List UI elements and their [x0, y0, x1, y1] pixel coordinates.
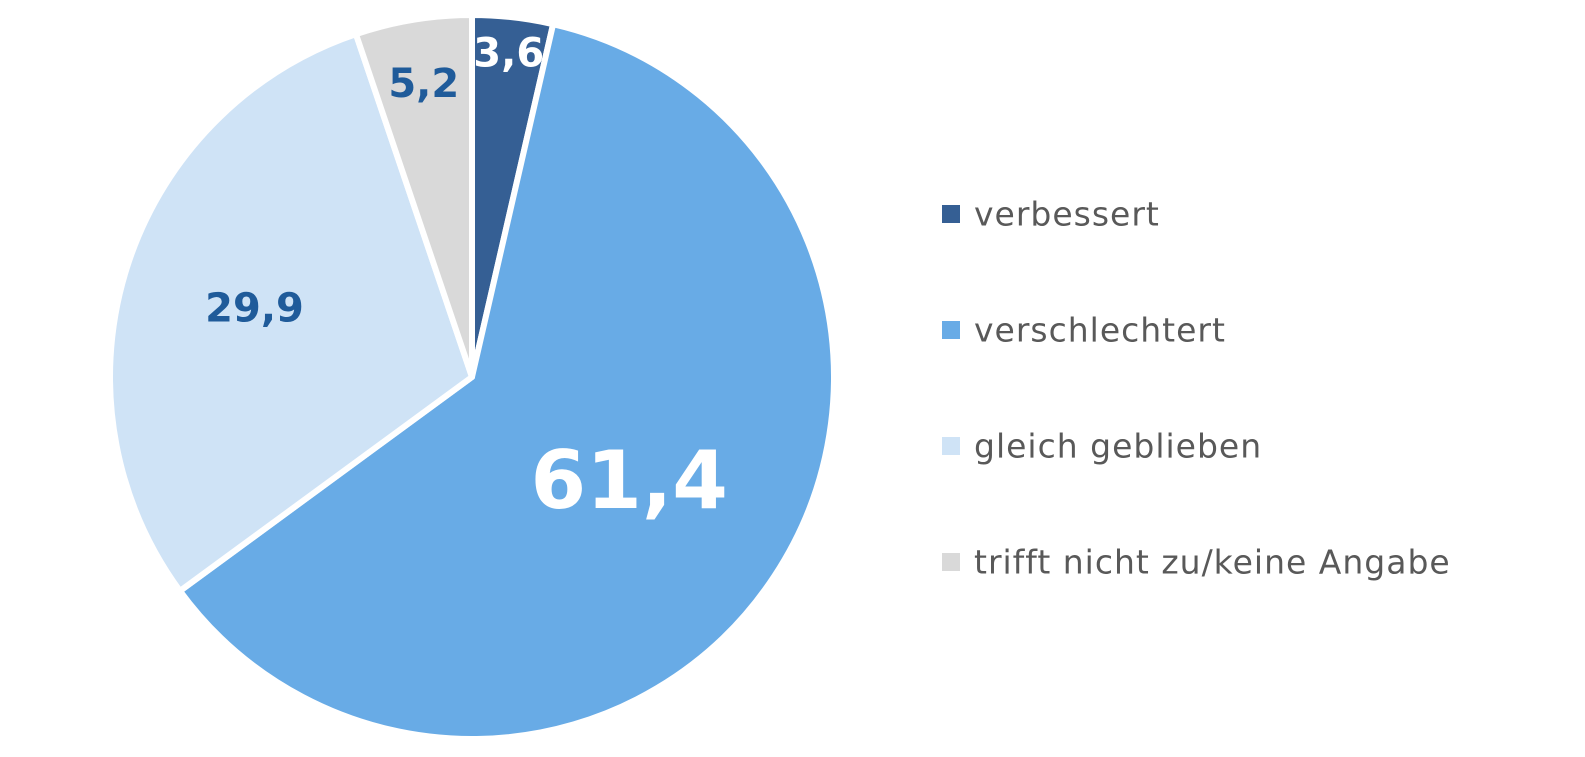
pie-slice-verschlechtert — [177, 21, 837, 742]
pie-slices — [107, 12, 837, 742]
legend-label: gleich geblieben — [974, 427, 1262, 466]
chart-legend: verbessert verschlechtert gleich geblieben… — [942, 195, 1451, 582]
legend-swatch — [942, 321, 960, 339]
legend-swatch — [942, 205, 960, 223]
legend-swatch — [942, 437, 960, 455]
pie-slice-gleich-geblieben — [107, 31, 475, 594]
legend-swatch — [942, 553, 960, 571]
legend-label: verbessert — [974, 195, 1160, 234]
data-label-trifft-nicht-zu-keine-angabe: 5,2 — [388, 61, 459, 107]
legend-item-verschlechtert: verschlechtert — [942, 311, 1226, 350]
pie-slice-trifft-nicht-zu-keine-angabe — [352, 12, 475, 380]
legend-item-verbessert: verbessert — [942, 195, 1160, 234]
legend-item-gleich-geblieben: gleich geblieben — [942, 427, 1262, 466]
data-label-gleich-geblieben: 29,9 — [205, 285, 304, 331]
legend-item-trifft-nicht-zu-keine-angabe: trifft nicht zu/keine Angabe — [942, 543, 1451, 582]
pie-data-labels: 3,6 61,4 29,9 5,2 — [205, 30, 728, 527]
legend-label: trifft nicht zu/keine Angabe — [974, 543, 1451, 582]
data-label-verbessert: 3,6 — [473, 30, 544, 76]
data-label-verschlechtert: 61,4 — [531, 434, 728, 527]
legend-label: verschlechtert — [974, 311, 1226, 350]
